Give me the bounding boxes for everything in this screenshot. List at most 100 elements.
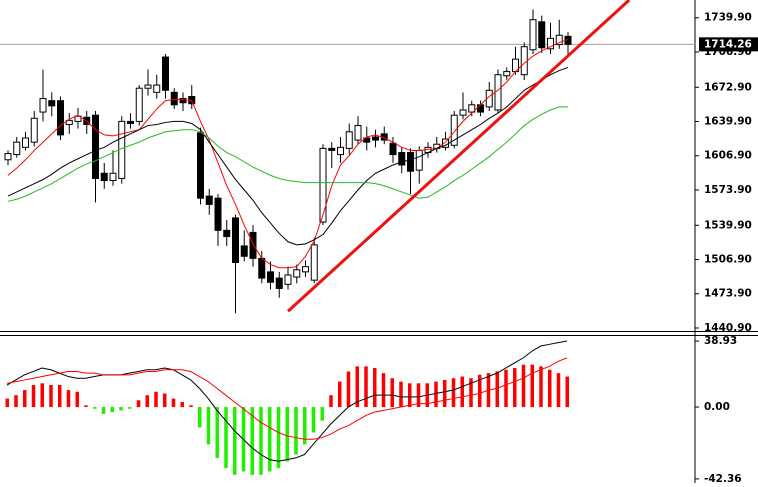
candle-body bbox=[118, 120, 126, 179]
candle-body bbox=[65, 119, 73, 126]
histogram-bar bbox=[58, 385, 62, 408]
candle-body bbox=[503, 71, 511, 77]
candle-body bbox=[267, 271, 274, 283]
candle-body bbox=[109, 172, 117, 182]
candle-body bbox=[520, 46, 528, 76]
y-tick-label: 1639.90 bbox=[704, 116, 752, 128]
histogram-bar bbox=[171, 398, 176, 408]
histogram-bar bbox=[215, 407, 219, 458]
candle-body bbox=[57, 100, 64, 136]
candle-body bbox=[345, 131, 353, 149]
candle-body bbox=[170, 91, 178, 106]
histogram-bar bbox=[521, 364, 526, 408]
candle-body bbox=[275, 277, 283, 289]
histogram-bar bbox=[49, 385, 53, 408]
trendline bbox=[286, 0, 631, 313]
histogram-bar bbox=[469, 378, 473, 408]
histogram-bar bbox=[320, 407, 324, 421]
histogram-bar bbox=[530, 364, 534, 408]
histogram-bar bbox=[119, 407, 123, 411]
histogram-bar bbox=[268, 407, 272, 472]
indicator-line bbox=[6, 340, 568, 462]
candle-body bbox=[529, 19, 537, 51]
axis-panel: 1739.901706.901672.901639.901606.901573.… bbox=[695, 12, 758, 485]
histogram-bar bbox=[346, 371, 351, 408]
y-tick-label: 1573.90 bbox=[704, 184, 752, 196]
histogram-bar bbox=[224, 407, 228, 469]
histogram-bar bbox=[23, 390, 27, 408]
candle-body bbox=[459, 109, 467, 116]
histogram-bar bbox=[198, 407, 202, 428]
histogram-bar bbox=[285, 407, 289, 462]
candle-body bbox=[162, 56, 169, 91]
histogram-bar bbox=[381, 373, 386, 408]
candle-body bbox=[30, 117, 38, 143]
y-tick-label: 0.00 bbox=[704, 401, 730, 413]
indicator-line bbox=[7, 106, 568, 202]
y-tick-label: 1506.90 bbox=[704, 254, 752, 266]
candle-body bbox=[389, 142, 397, 156]
current-price-label: 1714.26 bbox=[704, 38, 752, 50]
histogram-bar bbox=[75, 391, 79, 408]
histogram-bar bbox=[399, 381, 403, 408]
histogram-bar bbox=[154, 391, 158, 408]
histogram-bar bbox=[478, 374, 482, 408]
candle-body bbox=[372, 136, 379, 141]
candle-body bbox=[39, 98, 47, 113]
candle-body bbox=[48, 100, 56, 107]
candle-body bbox=[92, 114, 99, 179]
histogram-bar bbox=[93, 407, 97, 409]
candle-body bbox=[415, 149, 423, 171]
histogram-bar bbox=[40, 383, 44, 408]
candle-body bbox=[197, 132, 204, 199]
y-tick-label: 1672.90 bbox=[704, 81, 752, 93]
histogram-bar bbox=[338, 381, 342, 408]
candle-body bbox=[337, 146, 344, 156]
y-tick-label: -42.36 bbox=[704, 473, 742, 483]
candle-body bbox=[232, 217, 239, 264]
histogram-bar bbox=[206, 407, 211, 445]
histogram-bar bbox=[276, 407, 281, 469]
candle-body bbox=[354, 125, 362, 141]
y-tick-label: 1473.90 bbox=[704, 288, 752, 300]
candle-body bbox=[328, 147, 336, 151]
indicator-line bbox=[6, 357, 568, 440]
y-tick-label: 1739.90 bbox=[704, 12, 752, 24]
histogram-bar bbox=[163, 393, 167, 408]
histogram-bar bbox=[250, 407, 254, 475]
histogram-bar bbox=[233, 407, 237, 475]
y-tick-label: 1539.90 bbox=[704, 219, 752, 231]
histogram-bar bbox=[373, 368, 377, 408]
candle-body bbox=[538, 21, 546, 49]
y-tick-label: 1606.90 bbox=[704, 150, 752, 162]
histogram-bar bbox=[180, 401, 184, 408]
histogram-bar bbox=[565, 376, 569, 408]
histogram-bar bbox=[66, 390, 71, 408]
candle-body bbox=[74, 115, 82, 122]
histogram-bar bbox=[189, 405, 193, 408]
histogram-bar bbox=[460, 376, 464, 408]
histogram-bar bbox=[128, 407, 132, 409]
candle-body bbox=[240, 245, 248, 257]
candle-body bbox=[555, 34, 563, 46]
candle-body bbox=[468, 104, 476, 113]
candle-body bbox=[13, 141, 21, 156]
histogram-bar bbox=[5, 398, 9, 408]
candle-body bbox=[485, 89, 493, 108]
candle-body bbox=[127, 120, 134, 124]
candle-body bbox=[179, 98, 187, 104]
histogram-bar bbox=[504, 369, 508, 408]
candle-body bbox=[450, 114, 458, 146]
candle-body bbox=[284, 274, 292, 285]
histogram-bar bbox=[408, 383, 412, 408]
histogram-bar bbox=[355, 366, 359, 408]
candle-body bbox=[258, 257, 266, 279]
candle-body bbox=[205, 195, 213, 205]
histogram-bar bbox=[443, 379, 447, 408]
candle-body bbox=[249, 231, 257, 259]
indicator-line bbox=[7, 38, 569, 269]
y-tick-label: 1440.90 bbox=[704, 322, 752, 334]
candle-body bbox=[135, 87, 143, 122]
